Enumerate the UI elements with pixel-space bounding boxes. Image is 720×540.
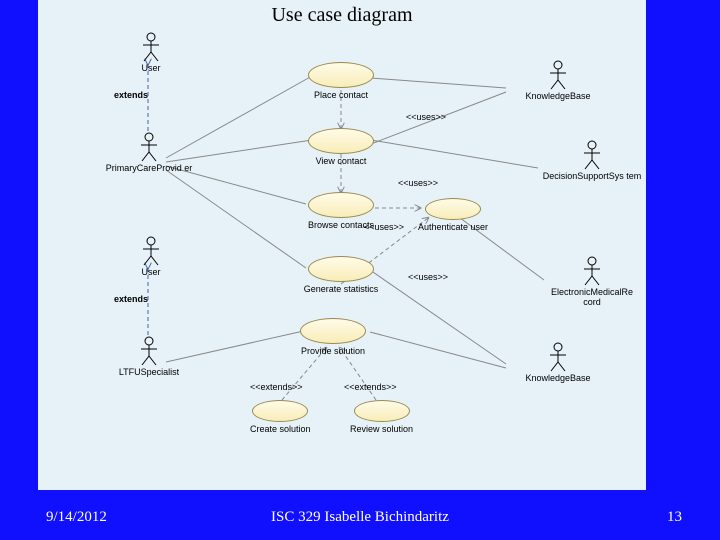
extends-label-2: extends <box>114 294 148 304</box>
actor-label: DecisionSupportSys tem <box>542 172 642 182</box>
stereotype-uses-2: <<uses>> <box>398 178 438 188</box>
actor-ltfu-specialist: LTFUSpecialist <box>94 336 204 378</box>
footer-center: ISC 329 Isabelle Bichindaritz <box>0 509 720 526</box>
usecase-generate-statistics: Generate statistics <box>298 256 384 294</box>
actor-primary-care-provider: PrimaryCareProvid er <box>94 132 204 174</box>
use-case-diagram: User extends PrimaryCareProvid er User e… <box>38 0 646 490</box>
actor-user-1: User <box>116 32 186 74</box>
actor-label: User <box>116 64 186 74</box>
actor-label: User <box>116 268 186 278</box>
actor-decision-support-system: DecisionSupportSys tem <box>542 140 642 182</box>
stereotype-uses-3: <<uses>> <box>364 222 404 232</box>
footer-page-number: 13 <box>667 509 682 526</box>
stereotype-uses-1: <<uses>> <box>406 112 446 122</box>
actor-knowledge-base-2: KnowledgeBase <box>508 342 608 384</box>
actor-label: ElectronicMedicalRe cord <box>542 288 642 308</box>
usecase-provide-solution: Provide solution <box>300 318 366 356</box>
actor-label: KnowledgeBase <box>508 92 608 102</box>
actor-label: PrimaryCareProvid er <box>94 164 204 174</box>
slide-panel: Use case diagram User extends PrimaryCar… <box>38 0 646 490</box>
usecase-place-contact: Place contact <box>308 62 374 100</box>
actor-user-2: User <box>116 236 186 278</box>
usecase-create-solution: Create solution <box>250 400 311 434</box>
usecase-view-contact: View contact <box>308 128 374 166</box>
actor-knowledge-base-1: KnowledgeBase <box>508 60 608 102</box>
stereotype-uses-4: <<uses>> <box>408 272 448 282</box>
stereotype-extends-1: <<extends>> <box>250 382 303 392</box>
extends-label-1: extends <box>114 90 148 100</box>
actor-label: LTFUSpecialist <box>94 368 204 378</box>
usecase-authenticate-user: Authenticate user <box>418 198 488 232</box>
stereotype-extends-2: <<extends>> <box>344 382 397 392</box>
actor-label: KnowledgeBase <box>508 374 608 384</box>
actor-electronic-medical-record: ElectronicMedicalRe cord <box>542 256 642 308</box>
usecase-review-solution: Review solution <box>350 400 413 434</box>
